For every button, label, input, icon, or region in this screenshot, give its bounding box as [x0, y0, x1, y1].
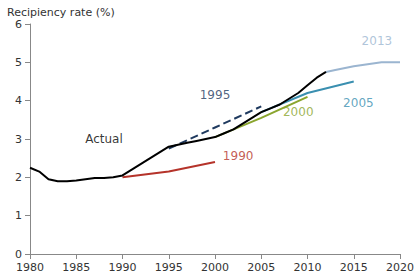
- svg-text:2013: 2013: [362, 34, 393, 48]
- svg-text:1995: 1995: [200, 88, 231, 102]
- svg-text:1990: 1990: [223, 149, 254, 163]
- svg-text:1980: 1980: [16, 261, 44, 274]
- svg-text:6: 6: [15, 18, 22, 31]
- svg-text:0: 0: [15, 248, 22, 261]
- svg-text:1: 1: [15, 209, 22, 222]
- svg-text:2005: 2005: [247, 261, 275, 274]
- svg-text:3: 3: [15, 133, 22, 146]
- svg-text:1990: 1990: [109, 261, 137, 274]
- svg-text:2: 2: [15, 171, 22, 184]
- svg-text:2020: 2020: [386, 261, 414, 274]
- svg-text:1985: 1985: [62, 261, 90, 274]
- svg-text:5: 5: [15, 56, 22, 69]
- svg-text:4: 4: [15, 94, 22, 107]
- svg-text:2015: 2015: [340, 261, 368, 274]
- svg-text:2000: 2000: [201, 261, 229, 274]
- svg-text:1995: 1995: [155, 261, 183, 274]
- svg-text:Actual: Actual: [85, 132, 123, 146]
- svg-text:2010: 2010: [294, 261, 322, 274]
- svg-text:Recipiency rate (%): Recipiency rate (%): [7, 6, 115, 19]
- svg-text:2000: 2000: [283, 105, 314, 119]
- svg-text:2005: 2005: [343, 96, 374, 110]
